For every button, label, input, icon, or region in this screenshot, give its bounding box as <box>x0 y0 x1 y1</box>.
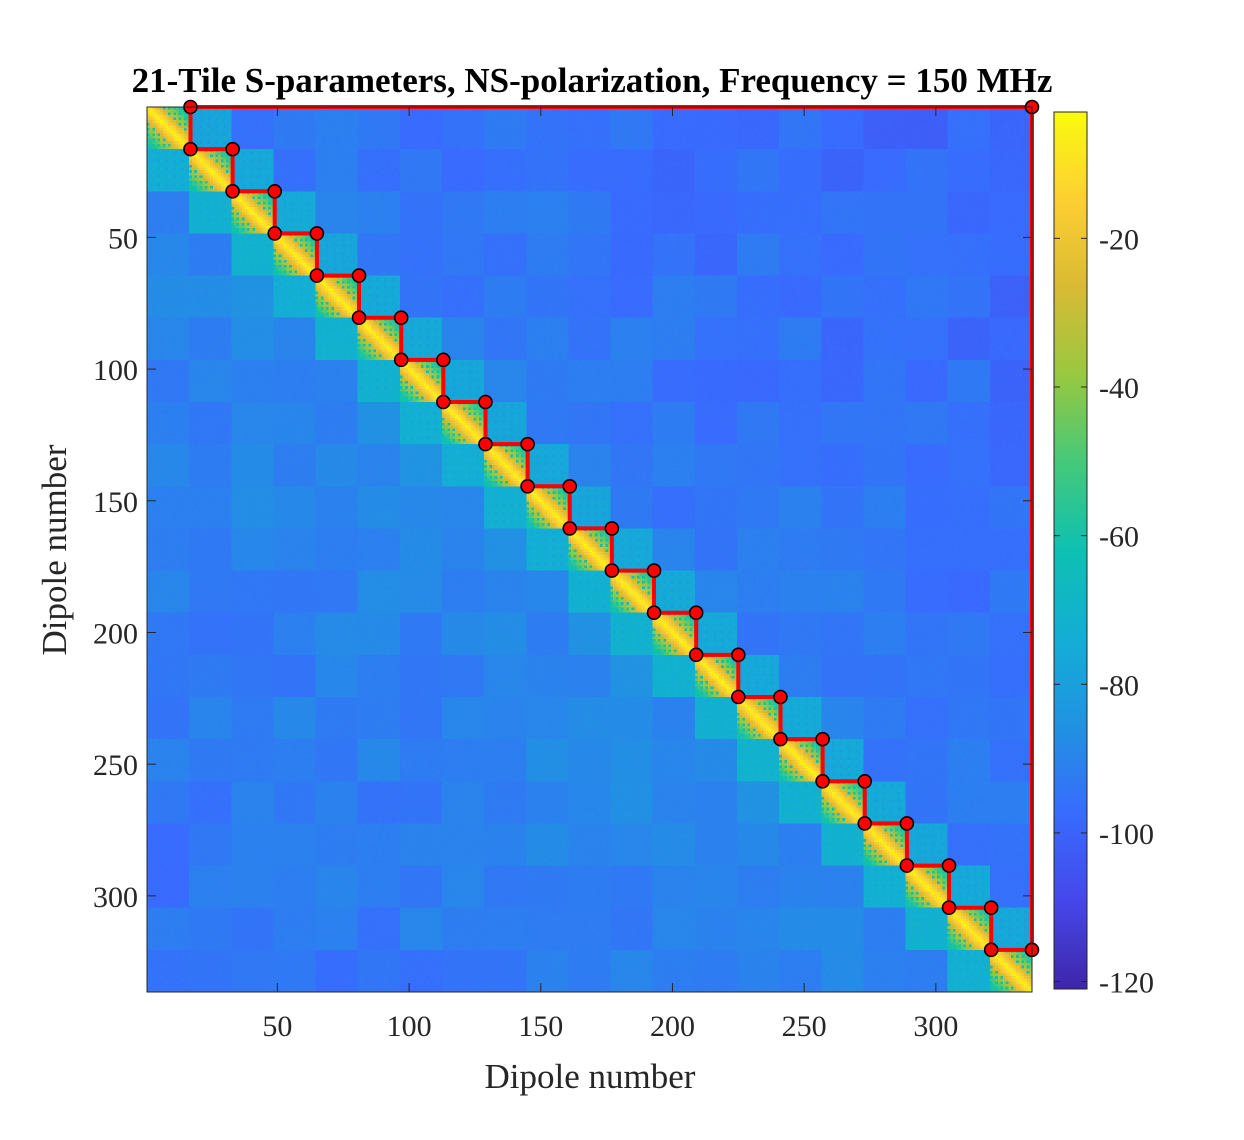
x-tick-label: 50 <box>262 1010 292 1043</box>
y-tick-label: 50 <box>108 222 138 255</box>
overlay-marker <box>225 141 240 157</box>
overlay-marker <box>351 310 367 326</box>
heatmap <box>147 107 1032 992</box>
overlay-marker <box>267 226 283 241</box>
overlay-marker <box>267 183 283 199</box>
x-tick-label: 300 <box>913 1010 958 1043</box>
overlay-marker <box>520 436 535 452</box>
overlay-marker <box>393 352 409 368</box>
overlay-marker <box>773 731 788 747</box>
y-axis-ticks: 50 100 150 200 250 300 <box>93 222 1032 914</box>
overlay-marker <box>941 858 957 873</box>
colorbar <box>1053 111 1088 990</box>
colorbar-tick-label: -60 <box>1099 521 1139 554</box>
y-axis-label: Dipole number <box>35 444 74 655</box>
overlay-marker <box>941 900 957 916</box>
colorbar-ticks: -20 -40 -60 -80 -100 -120 <box>1054 223 1154 1000</box>
overlay-marker <box>478 436 493 452</box>
overlay-marker <box>983 942 999 958</box>
x-axis-ticks: 50 100 150 200 250 300 <box>262 107 958 1043</box>
overlay-marker <box>646 563 662 578</box>
overlay-marker <box>436 352 451 368</box>
x-tick-label: 100 <box>387 1010 432 1043</box>
colorbar-tick-label: -100 <box>1099 818 1154 851</box>
overlay-marker <box>351 268 367 283</box>
overlay-marker <box>815 773 830 789</box>
overlay-marker <box>731 647 746 663</box>
overlay-marker <box>815 731 830 747</box>
overlay-marker <box>857 816 873 831</box>
y-tick-label: 150 <box>93 486 138 519</box>
colorbar-tick-label: -80 <box>1099 669 1139 702</box>
x-tick-label: 200 <box>650 1010 695 1043</box>
overlay-marker <box>436 394 451 410</box>
heatmap-cells <box>147 107 1032 992</box>
overlay-marker <box>899 858 915 873</box>
overlay-marker <box>604 563 620 578</box>
overlay-marker <box>562 478 578 494</box>
colorbar-tick-label: -120 <box>1099 967 1154 1000</box>
overlay-marker <box>309 268 325 283</box>
chart-title: 21-Tile S-parameters, NS-polarization, F… <box>132 61 1053 100</box>
overlay-marker <box>983 900 999 916</box>
overlay-marker <box>309 226 325 241</box>
overlay-marker <box>478 394 493 410</box>
x-tick-label: 150 <box>518 1010 563 1043</box>
x-axis-label: Dipole number <box>485 1057 696 1096</box>
y-tick-label: 200 <box>93 617 138 650</box>
overlay-marker <box>604 521 620 536</box>
overlay-marker <box>688 647 704 663</box>
overlay-marker <box>393 310 409 326</box>
overlay-marker <box>562 521 578 536</box>
plot-frame <box>146 106 1033 993</box>
overlay-marker <box>688 605 704 621</box>
y-tick-label: 300 <box>93 881 138 914</box>
x-tick-label: 250 <box>782 1010 827 1043</box>
colorbar-tick-label: -40 <box>1099 372 1139 405</box>
overlay-marker <box>773 689 788 705</box>
y-tick-label: 100 <box>93 354 138 387</box>
overlay-marker <box>731 689 746 705</box>
y-tick-label: 250 <box>93 749 138 782</box>
colorbar-tick-label: -20 <box>1099 223 1139 256</box>
overlay-marker <box>225 183 240 199</box>
overlay-marker <box>646 605 662 621</box>
overlay-marker <box>520 478 535 494</box>
overlay-marker <box>899 816 915 831</box>
overlay-marker <box>857 773 873 789</box>
overlay-marker <box>183 141 198 157</box>
